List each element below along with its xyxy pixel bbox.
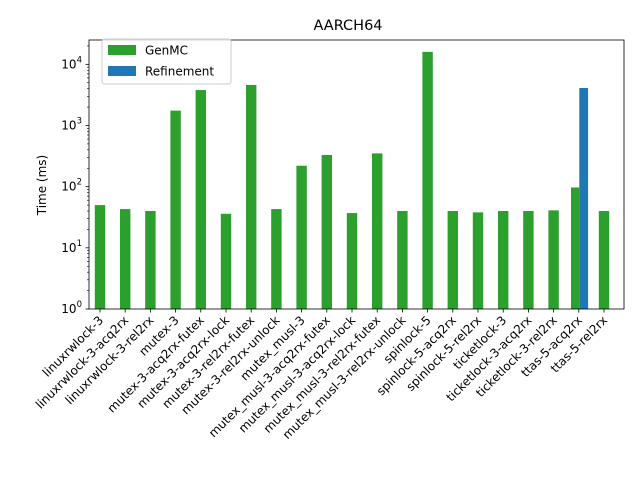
legend-label-0: GenMC <box>145 44 188 58</box>
bar-genmc-19 <box>571 187 580 309</box>
y-tick-label-0: 100 <box>61 300 82 316</box>
bar-genmc-5 <box>220 213 232 309</box>
bar-genmc-11 <box>372 153 383 309</box>
plot-frame <box>88 39 625 310</box>
legend-swatch-0 <box>108 45 136 55</box>
y-tick-label-4: 104 <box>61 55 82 71</box>
legend-swatch-1 <box>108 66 136 76</box>
chart-title: AARCH64 <box>313 18 382 34</box>
bar-refinement-19 <box>579 88 589 310</box>
bar-genmc-13 <box>422 51 433 310</box>
y-tick-label-2: 102 <box>61 178 82 194</box>
y-tick-label-1: 101 <box>61 239 82 255</box>
y-axis-label: Time (ms) <box>35 155 49 217</box>
bar-genmc-4 <box>195 90 206 309</box>
bar-genmc-7 <box>271 209 282 309</box>
bar-genmc-8 <box>296 165 307 309</box>
bar-genmc-6 <box>246 84 257 309</box>
bar-genmc-18 <box>548 210 559 309</box>
bar-genmc-9 <box>321 154 332 309</box>
y-tick-label-3: 103 <box>61 117 82 133</box>
bar-genmc-15 <box>472 212 484 309</box>
bar-genmc-14 <box>447 211 458 309</box>
bar-genmc-1 <box>120 209 131 309</box>
bar-genmc-12 <box>397 211 408 309</box>
legend: GenMC Refinement <box>101 38 232 85</box>
bar-genmc-17 <box>523 211 534 309</box>
bar-genmc-16 <box>498 211 509 309</box>
bar-genmc-10 <box>346 213 358 309</box>
bar-genmc-0 <box>94 205 106 309</box>
bar-genmc-3 <box>170 110 181 309</box>
legend-label-1: Refinement <box>145 65 214 79</box>
bar-genmc-20 <box>598 211 610 309</box>
bar-genmc-2 <box>145 211 156 309</box>
